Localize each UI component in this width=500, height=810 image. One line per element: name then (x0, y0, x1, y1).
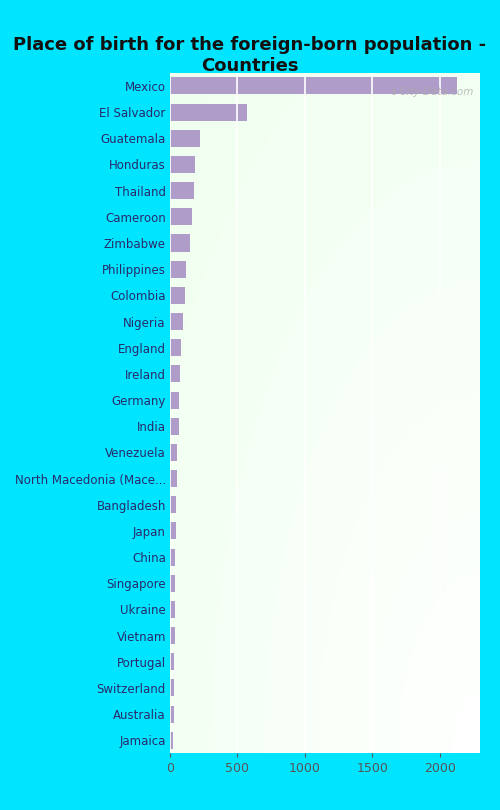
Bar (170, 731, 173, 748)
Bar (170, 287, 185, 304)
Bar (170, 339, 180, 356)
Bar (170, 706, 174, 723)
Bar (170, 235, 190, 252)
Bar (170, 653, 174, 670)
Bar (170, 601, 175, 618)
Bar (170, 470, 176, 487)
Bar (170, 208, 192, 225)
Bar (170, 78, 457, 95)
Bar (170, 104, 247, 121)
Bar (170, 261, 186, 278)
Bar (170, 365, 179, 382)
Text: ℹ City-Data.com: ℹ City-Data.com (392, 87, 474, 96)
Bar (170, 418, 179, 435)
Bar (170, 130, 200, 147)
Bar (170, 444, 177, 461)
Bar (170, 680, 174, 697)
Text: Place of birth for the foreign-born population -
Countries: Place of birth for the foreign-born popu… (14, 36, 486, 75)
Bar (170, 522, 175, 539)
Bar (170, 391, 179, 408)
Bar (170, 182, 194, 199)
Bar (170, 313, 183, 330)
Bar (170, 497, 176, 514)
Bar (170, 548, 175, 565)
Bar (170, 575, 175, 591)
Bar (170, 627, 174, 644)
Bar (170, 156, 195, 173)
